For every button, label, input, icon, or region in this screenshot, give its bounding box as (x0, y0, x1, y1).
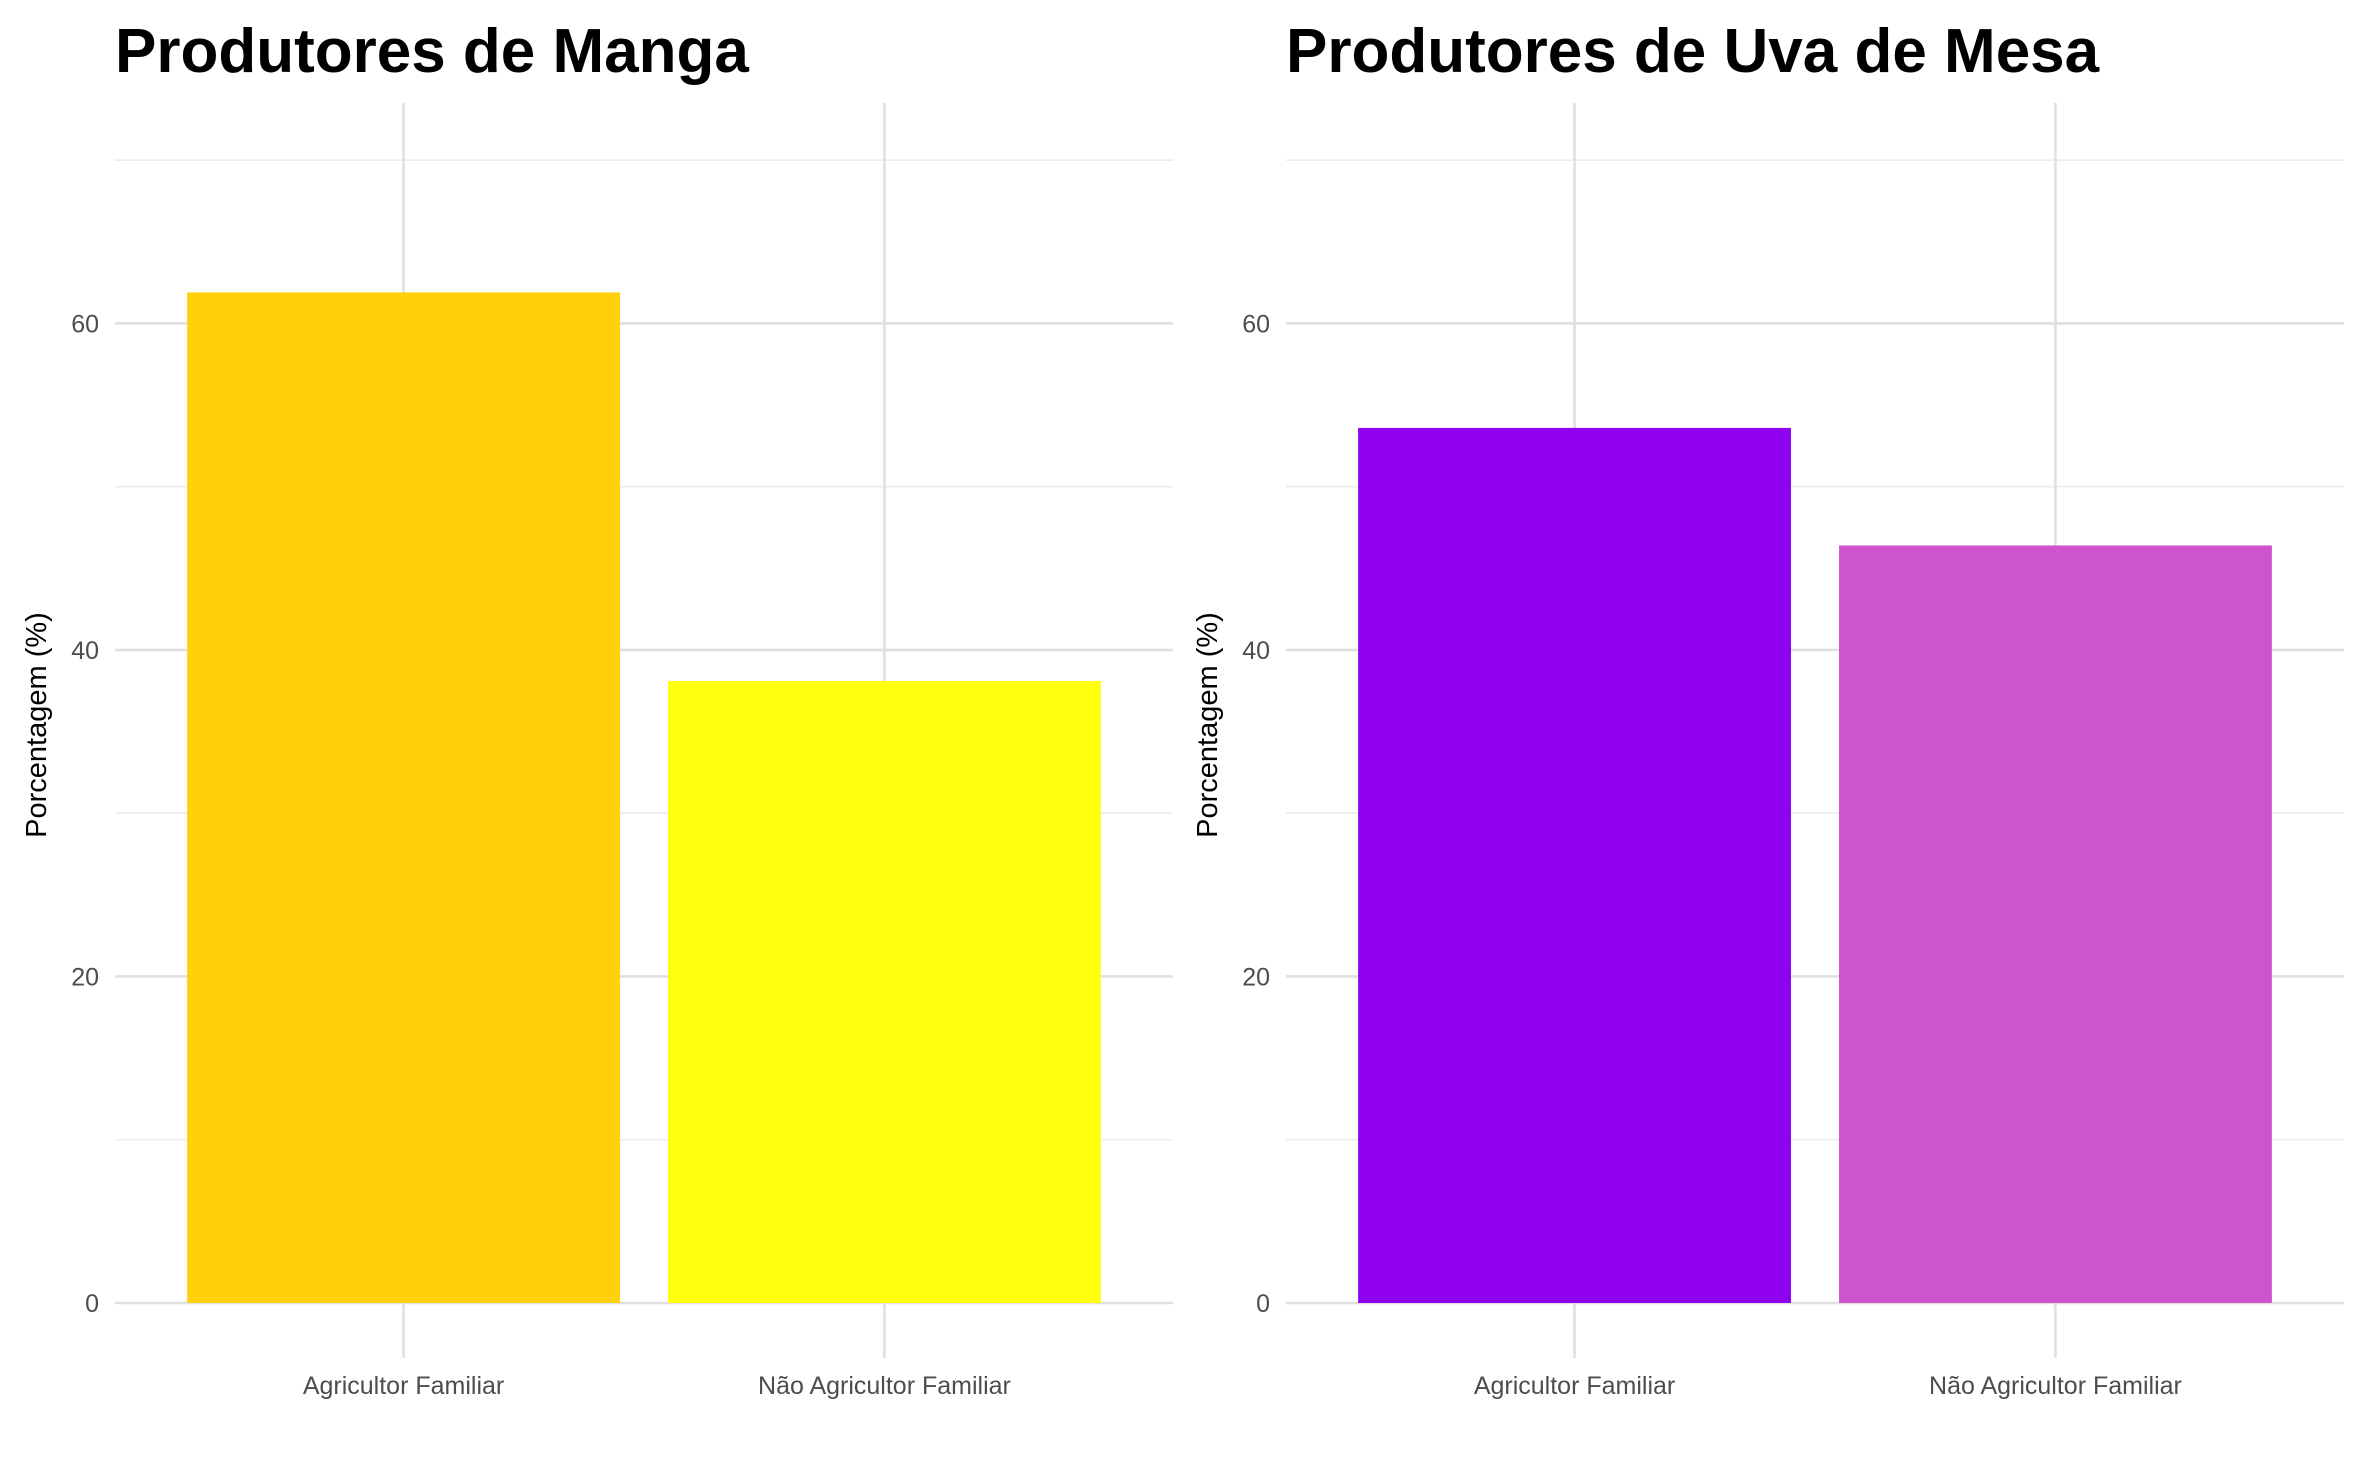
chart-title: Produtores de Uva de Mesa (1286, 17, 2100, 86)
y-tick-label: 60 (71, 310, 99, 338)
y-tick-label: 40 (71, 637, 99, 665)
y-tick-label: 20 (71, 963, 99, 991)
bar-2 (668, 680, 1101, 1303)
x-tick-label: Não Agricultor Familiar (1929, 1372, 2182, 1400)
chart-panel-2: 0 20 40 60 Agricultor Familiar Não Agricultor… (1192, 17, 2344, 1400)
y-tick-label: 20 (1242, 963, 1270, 991)
bar-1 (187, 292, 620, 1303)
bar-1 (1358, 427, 1791, 1303)
bar-2 (1839, 545, 2272, 1303)
y-tick-label: 40 (1242, 637, 1270, 665)
x-tick-label: Agricultor Familiar (1474, 1372, 1675, 1400)
x-tick-label: Agricultor Familiar (303, 1372, 504, 1400)
x-tick-label: Não Agricultor Familiar (758, 1372, 1011, 1400)
y-tick-label: 60 (1242, 310, 1270, 338)
chart-panel-1: 0 20 40 60 Agricultor Familiar Não Agricultor… (21, 17, 1173, 1400)
y-tick-label: 0 (1256, 1290, 1270, 1318)
y-axis-title: Porcentagem (%) (1192, 612, 1224, 838)
y-tick-label: 0 (85, 1290, 99, 1318)
y-axis-title: Porcentagem (%) (21, 612, 53, 838)
chart-title: Produtores de Manga (115, 17, 749, 86)
